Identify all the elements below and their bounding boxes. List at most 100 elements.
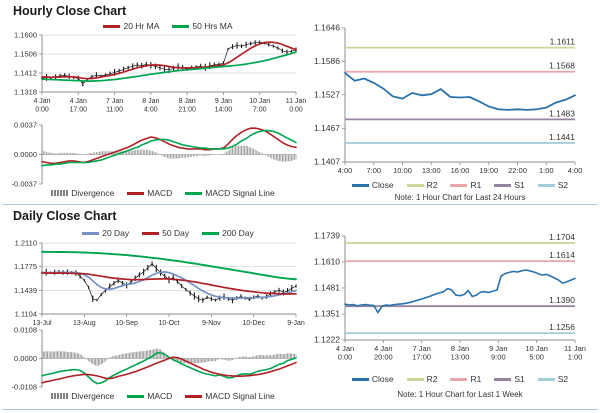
svg-text:4 Jan: 4 Jan <box>33 98 50 105</box>
hourly-right-note: Note: 1 Hour Chart for Last 24 Hours <box>394 193 526 202</box>
line-swatch <box>103 24 121 28</box>
line-swatch <box>494 377 512 381</box>
svg-text:13:00: 13:00 <box>451 353 470 362</box>
legend-label: S1 <box>514 180 525 190</box>
svg-text:1:00: 1:00 <box>568 353 583 362</box>
svg-text:-0.0108: -0.0108 <box>12 383 37 392</box>
legend-label: R2 <box>426 374 438 384</box>
svg-text:1.1407: 1.1407 <box>314 157 340 167</box>
svg-text:13:00: 13:00 <box>422 166 441 175</box>
svg-text:10-Oct: 10-Oct <box>158 320 179 327</box>
svg-text:7:00: 7:00 <box>253 107 267 114</box>
svg-text:11 Jan: 11 Jan <box>286 98 307 105</box>
line-swatch <box>450 377 468 381</box>
legend-label: Close <box>371 374 394 384</box>
legend-label: R2 <box>426 180 438 190</box>
svg-text:1.1481: 1.1481 <box>314 282 340 292</box>
svg-text:4 Jan: 4 Jan <box>70 98 87 105</box>
line-swatch <box>82 231 100 235</box>
legend-item-macd-signal-line: MACD Signal Line <box>185 188 275 198</box>
svg-text:1.2110: 1.2110 <box>15 239 37 248</box>
line-swatch <box>351 183 369 187</box>
svg-text:1.1256: 1.1256 <box>549 322 575 332</box>
legend-item-close: Close <box>351 180 394 190</box>
legend-item-r2: R2 <box>406 374 438 384</box>
daily-chart-title: Daily Close Chart <box>13 209 117 223</box>
svg-text:8 Jan: 8 Jan <box>451 344 469 353</box>
svg-text:9 Jan: 9 Jan <box>215 98 232 105</box>
svg-text:1.1611: 1.1611 <box>550 37 576 47</box>
svg-text:1.1390: 1.1390 <box>549 295 575 305</box>
svg-text:9 Jan: 9 Jan <box>489 344 507 353</box>
svg-text:10-Dec: 10-Dec <box>242 320 265 327</box>
legend-label: 200 Day <box>222 228 254 238</box>
legend-label: 50 Hrs MA <box>192 21 233 31</box>
line-swatch <box>450 183 468 187</box>
svg-text:0:00: 0:00 <box>338 353 353 362</box>
svg-text:14:00: 14:00 <box>215 107 233 114</box>
legend-label: S2 <box>557 374 569 384</box>
svg-text:19:00: 19:00 <box>479 166 498 175</box>
svg-text:4:00: 4:00 <box>568 166 583 175</box>
legend-label: Close <box>371 180 394 190</box>
legend-item-r1: R1 <box>450 374 481 384</box>
svg-text:1.1351: 1.1351 <box>314 309 340 319</box>
svg-text:1.1586: 1.1586 <box>314 56 340 66</box>
legend-label: MACD Signal Line <box>205 188 275 198</box>
line-swatch <box>202 231 220 235</box>
svg-text:4 Jan: 4 Jan <box>374 344 392 353</box>
svg-text:21:00: 21:00 <box>178 107 196 114</box>
svg-text:16:00: 16:00 <box>451 166 470 175</box>
svg-text:1.1600: 1.1600 <box>14 31 37 40</box>
svg-text:11:00: 11:00 <box>106 107 123 114</box>
legend-label: Divergence <box>71 391 115 401</box>
hourly-chart-title: Hourly Close Chart <box>13 4 127 18</box>
hourly-pivot-legend: Close R2 R1 S1 S2 <box>340 180 580 190</box>
legend-label: R1 <box>470 374 482 384</box>
line-swatch <box>537 183 555 187</box>
daily-right-note: Note: 1 Hour Chart for Last 1 Week <box>397 390 523 399</box>
legend-item-divergence: Divergence <box>51 188 114 198</box>
legend-item-s2: S2 <box>537 374 569 384</box>
svg-text:1.1527: 1.1527 <box>314 89 340 99</box>
legend-label: 20 Hr MA <box>123 21 160 31</box>
svg-text:10-Sep: 10-Sep <box>115 320 138 327</box>
svg-text:0.0000: 0.0000 <box>14 354 37 363</box>
svg-text:1.1704: 1.1704 <box>549 232 575 242</box>
svg-text:1.1739: 1.1739 <box>314 231 340 241</box>
svg-text:4:00: 4:00 <box>144 107 158 114</box>
legend-label: MACD Signal Line <box>205 391 275 401</box>
svg-text:17:00: 17:00 <box>70 107 88 114</box>
svg-text:1.1104: 1.1104 <box>15 310 37 319</box>
svg-text:22:00: 22:00 <box>508 166 527 175</box>
legend-label: R1 <box>470 180 482 190</box>
svg-text:9-Jan: 9-Jan <box>287 320 305 327</box>
svg-text:11 Jan: 11 Jan <box>564 344 586 353</box>
legend-item-50-day: 50 Day <box>142 228 189 238</box>
line-swatch <box>185 191 203 195</box>
svg-text:13-Jul: 13-Jul <box>32 320 52 327</box>
legend-label: 20 Day <box>102 228 130 238</box>
svg-text:4 Jan: 4 Jan <box>336 344 354 353</box>
legend-label: Divergence <box>71 188 115 198</box>
section-divider <box>2 409 598 410</box>
svg-text:-0.0037: -0.0037 <box>12 180 37 189</box>
section-divider <box>2 204 598 205</box>
legend-item-close: Close <box>351 374 394 384</box>
svg-text:1.1610: 1.1610 <box>314 257 340 267</box>
line-swatch <box>406 183 424 187</box>
svg-text:1.1483: 1.1483 <box>549 108 575 118</box>
legend-item-r1: R1 <box>450 180 481 190</box>
legend-label: MACD <box>147 188 173 198</box>
daily-pivot-legend: Close R2 R1 S1 S2 <box>340 374 580 384</box>
svg-text:10:00: 10:00 <box>393 166 412 175</box>
svg-text:1.1412: 1.1412 <box>14 69 37 78</box>
legend-item-macd-signal-line: MACD Signal Line <box>185 391 275 401</box>
legend-label: S2 <box>557 180 569 190</box>
legend-item-200-day: 200 Day <box>202 228 254 238</box>
legend-label: S1 <box>514 374 525 384</box>
line-swatch <box>351 377 369 381</box>
legend-item-s2: S2 <box>537 180 569 190</box>
